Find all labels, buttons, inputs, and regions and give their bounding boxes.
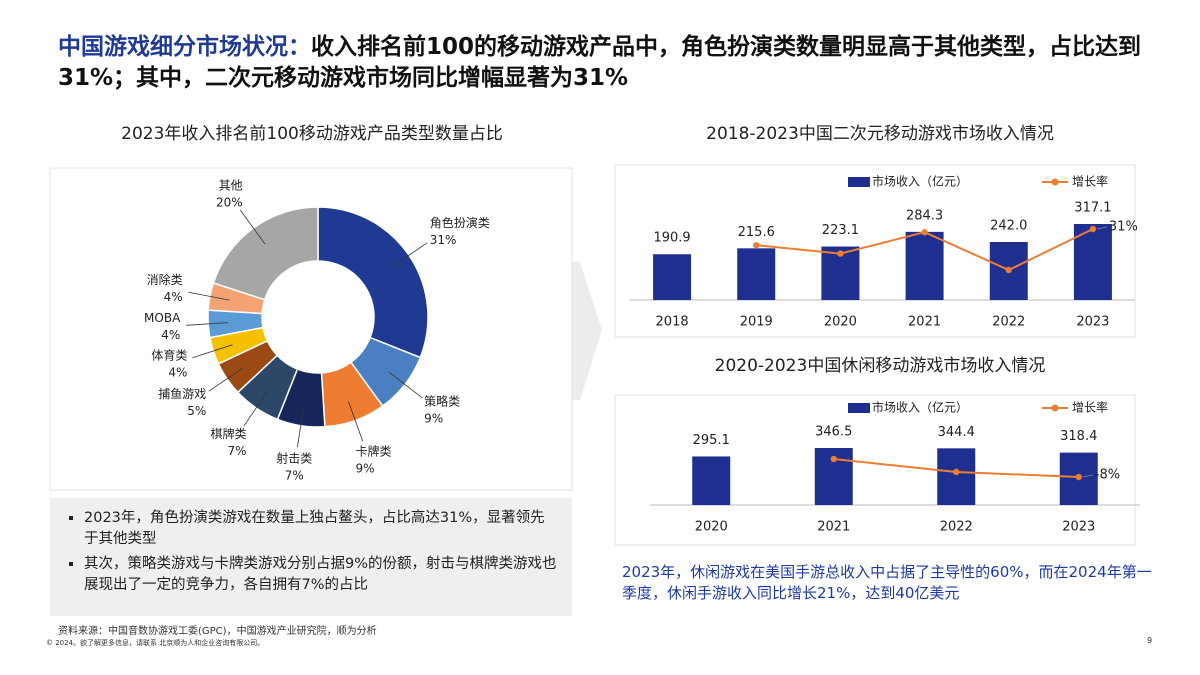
growth-point	[1075, 473, 1082, 481]
legend-label: 市场收入（亿元）	[872, 400, 968, 415]
leader-line	[296, 405, 305, 448]
chart-title: 2023年收入排名前100移动游戏产品类型数量占比	[121, 124, 503, 144]
bar-value: 344.4	[938, 425, 975, 440]
slice-value: 4%	[164, 290, 183, 304]
note: 2023年，休闲游戏在美国手游总收入中占据了主导性的60%，而在2024年第一季…	[622, 563, 1152, 602]
growth-point	[837, 250, 844, 257]
slice-value: 4%	[168, 365, 187, 379]
bar-value: 190.9	[653, 231, 690, 246]
slice-label: 卡牌类	[355, 445, 391, 459]
bar-value: 284.3	[906, 208, 943, 223]
slice-value: 20%	[216, 196, 243, 210]
growth-label: 31%	[1109, 220, 1138, 235]
leader-line	[240, 209, 266, 245]
slice-value: 31%	[430, 233, 457, 247]
x-tick-label: 2023	[1076, 315, 1109, 330]
slice-value: 9%	[355, 462, 374, 476]
bar	[937, 448, 976, 505]
headline-text: 收入排名前100的移动游戏产品中，角色扮演类数量明显高于其他类型，占比达到31%…	[58, 34, 1142, 91]
growth-point	[1005, 266, 1012, 274]
pie-slice	[212, 206, 319, 301]
chart-title: 2020-2023中国休闲移动游戏市场收入情况	[715, 356, 1046, 376]
slice-label: 射击类	[276, 451, 312, 466]
pie-panel	[49, 167, 573, 491]
label-leader	[1082, 474, 1093, 478]
leader-line	[186, 322, 229, 326]
x-tick-label: 2023	[1062, 520, 1095, 535]
slice-label: 捕鱼游戏	[158, 386, 206, 401]
slice-label: 策略类	[424, 394, 460, 409]
leader-line	[348, 401, 364, 442]
bar-value: 242.0	[990, 218, 1027, 233]
slice-value: 5%	[187, 404, 206, 418]
slice-value: 9%	[424, 412, 443, 426]
legend-swatch	[1051, 178, 1059, 186]
slice-value: 7%	[228, 444, 247, 458]
legend-label: 市场收入（亿元）	[872, 174, 968, 189]
x-tick-label: 2020	[824, 315, 857, 330]
bar-value: 223.1	[822, 223, 859, 238]
label-leader	[1096, 226, 1107, 230]
bar	[653, 254, 692, 300]
slice-value: 7%	[285, 469, 304, 483]
x-tick-label: 2022	[992, 315, 1025, 330]
slice-label: 角色扮演类	[430, 215, 490, 230]
pie-slice	[317, 206, 429, 359]
bar-value: 215.6	[738, 225, 775, 240]
bar	[1073, 224, 1112, 300]
slice-label: 其他	[219, 179, 243, 193]
leader-line	[392, 242, 428, 267]
x-tick-label: 2021	[908, 315, 941, 330]
x-tick-label: 2018	[656, 315, 689, 330]
bullet: 其次，策略类游戏与卡牌类游戏分别占据9%的份额，射击与棋牌类游戏也展现出了一定的…	[84, 554, 558, 596]
growth-point	[830, 455, 837, 463]
growth-label: -8%	[1095, 468, 1120, 483]
slice-label: 消除类	[147, 272, 183, 287]
legend-label: 增长率	[1072, 174, 1108, 189]
x-tick-label: 2022	[940, 520, 973, 535]
bullet: 2023年，角色扮演类游戏在数量上独占鳌头，占比高达31%，显著领先于其他类型	[84, 508, 558, 550]
bar-value: 295.1	[693, 433, 730, 448]
bullet-box: 2023年，角色扮演类游戏在数量上独占鳌头，占比高达31%，显著领先于其他类型 …	[50, 498, 572, 616]
bar-value: 318.4	[1060, 429, 1097, 444]
bar	[905, 231, 944, 300]
slice-label: 棋牌类	[211, 427, 247, 441]
slice-label: MOBA	[144, 311, 181, 325]
leader-line	[188, 291, 230, 301]
headline-lead: 中国游戏细分市场状况：	[58, 34, 311, 60]
x-tick-label: 2019	[740, 315, 773, 330]
chart-title: 2018-2023中国二次元移动游戏市场收入情况	[706, 124, 1054, 144]
slice-label: 体育类	[151, 347, 187, 362]
growth-point	[953, 468, 960, 476]
source: 资料来源：中国音数协游戏工委(GPC)，中国游戏产业研究院，顺为分析	[58, 626, 377, 637]
bar	[737, 248, 776, 300]
leader-line	[388, 371, 423, 399]
bar-value: 346.5	[815, 425, 852, 440]
x-tick-label: 2021	[817, 520, 850, 535]
x-tick-label: 2020	[695, 520, 728, 535]
chart-panel	[614, 164, 1136, 338]
copyright: © 2024。欲了解更多信息，请联系 北京顺为人和企业咨询有限公司。	[46, 639, 265, 647]
bar-value: 317.1	[1074, 201, 1111, 216]
leader-line	[208, 367, 244, 392]
legend-swatch	[848, 403, 870, 413]
leader-line	[192, 344, 233, 359]
legend-swatch	[1051, 404, 1059, 412]
bar	[692, 456, 731, 505]
growth-point	[921, 229, 928, 236]
headline: 中国游戏细分市场状况：收入排名前100的移动游戏产品中，角色扮演类数量明显高于其…	[58, 32, 1158, 94]
legend-swatch	[848, 177, 870, 187]
growth-point	[753, 241, 760, 249]
legend-label: 增长率	[1072, 400, 1108, 415]
leader-line	[243, 391, 268, 427]
growth-point	[1089, 225, 1097, 233]
page-number: 9	[1147, 636, 1153, 645]
slice-value: 4%	[161, 328, 180, 342]
